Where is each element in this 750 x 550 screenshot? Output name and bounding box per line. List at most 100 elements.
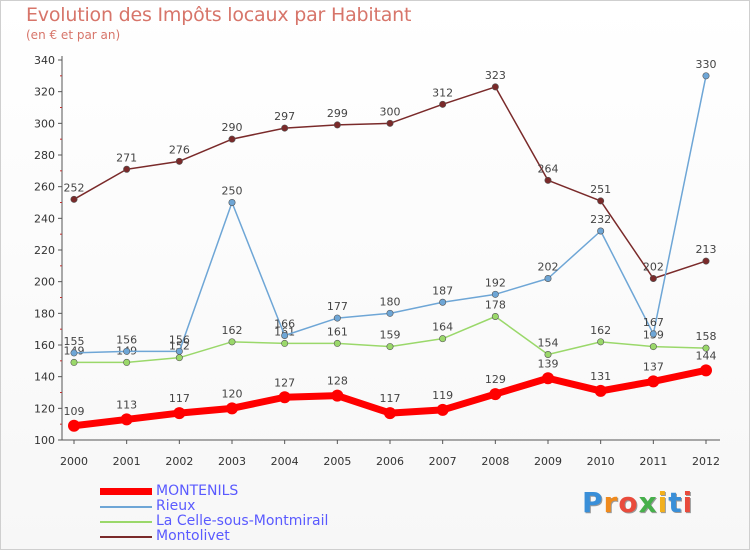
data-point [597, 227, 605, 235]
legend-swatch [100, 488, 152, 495]
data-label: 155 [64, 335, 85, 348]
data-point [333, 339, 341, 347]
data-point [384, 407, 396, 420]
data-label: 129 [485, 373, 506, 386]
data-label: 202 [538, 261, 559, 274]
data-label: 144 [696, 349, 717, 362]
data-point [700, 364, 712, 377]
y-tick-label: 260 [34, 181, 55, 194]
data-point [331, 389, 344, 402]
x-tick-label: 2008 [481, 455, 509, 468]
x-tick-label: 2012 [692, 455, 720, 468]
data-point [281, 339, 289, 347]
data-label: 264 [538, 162, 559, 175]
data-label: 127 [274, 376, 295, 389]
data-point [120, 413, 133, 426]
y-tick-label: 320 [34, 86, 55, 99]
data-point [386, 343, 394, 351]
chart-subtitle: (en € et par an) [26, 28, 121, 42]
x-tick-label: 2002 [165, 455, 193, 468]
data-point [123, 347, 131, 355]
data-point [544, 176, 552, 184]
data-point [491, 83, 499, 91]
legend-label: La Celle-sous-Montmirail [156, 513, 329, 529]
data-label: 109 [64, 405, 85, 418]
data-point [123, 358, 131, 366]
data-label: 139 [538, 357, 559, 370]
data-label: 276 [169, 143, 190, 156]
x-tick-label: 2005 [323, 455, 351, 468]
data-point [544, 274, 552, 282]
data-label: 300 [380, 105, 401, 118]
y-tick-label: 100 [34, 434, 55, 447]
y-tick-label: 220 [34, 244, 55, 257]
data-label: 119 [432, 389, 453, 402]
data-label: 312 [432, 86, 453, 99]
data-point [281, 124, 289, 132]
x-tick-label: 2010 [587, 455, 615, 468]
data-label: 128 [327, 375, 348, 388]
data-label: 137 [643, 360, 664, 373]
data-point [594, 384, 607, 397]
y-tick-label: 120 [34, 402, 55, 415]
legend-swatch [100, 505, 152, 508]
data-label: 131 [590, 370, 611, 383]
data-point [439, 298, 447, 306]
data-label: 192 [485, 276, 506, 289]
data-point [491, 290, 499, 298]
data-point [228, 199, 236, 207]
data-point [281, 331, 289, 339]
data-point [173, 407, 186, 420]
data-point [597, 197, 605, 205]
legend-item: Montolivet [100, 529, 328, 544]
data-point [542, 372, 554, 385]
data-label: 161 [327, 325, 348, 338]
data-label: 252 [64, 181, 85, 194]
data-label: 162 [590, 324, 611, 337]
data-label: 161 [274, 325, 295, 338]
data-point [333, 121, 341, 129]
data-label: 213 [696, 243, 717, 256]
data-label: 290 [222, 121, 243, 134]
x-tick-label: 2000 [60, 455, 88, 468]
data-label: 178 [485, 299, 506, 312]
legend-swatch [100, 520, 152, 523]
data-label: 177 [327, 300, 348, 313]
data-point [70, 349, 78, 357]
data-label: 117 [169, 392, 190, 405]
data-label: 166 [274, 318, 295, 331]
data-point [489, 388, 502, 401]
data-point [70, 358, 78, 366]
x-tick-label: 2001 [113, 455, 141, 468]
data-point [491, 312, 499, 320]
y-tick-label: 300 [34, 117, 55, 130]
data-point [649, 343, 657, 351]
data-point [436, 403, 449, 416]
data-point [175, 354, 183, 362]
data-point [175, 347, 183, 355]
data-point [702, 72, 710, 80]
legend-swatch [100, 535, 152, 538]
data-label: 117 [380, 392, 401, 405]
y-tick-label: 180 [34, 307, 55, 320]
data-point [226, 402, 238, 415]
data-point [649, 330, 657, 338]
y-tick-label: 200 [34, 276, 55, 289]
data-point [68, 419, 80, 432]
data-point [70, 195, 78, 203]
data-label: 251 [590, 183, 611, 196]
legend-item: MONTENILS [100, 484, 328, 499]
y-tick-label: 280 [34, 149, 55, 162]
x-tick-label: 2009 [534, 455, 562, 468]
x-tick-label: 2004 [271, 455, 299, 468]
legend-item: La Celle-sous-Montmirail [100, 514, 328, 529]
data-label: 180 [380, 295, 401, 308]
data-label: 120 [222, 387, 243, 400]
x-tick-label: 2003 [218, 455, 246, 468]
x-tick-label: 2011 [639, 455, 667, 468]
data-label: 158 [696, 330, 717, 343]
data-point [228, 135, 236, 143]
data-label: 162 [222, 324, 243, 337]
y-tick-label: 240 [34, 212, 55, 225]
